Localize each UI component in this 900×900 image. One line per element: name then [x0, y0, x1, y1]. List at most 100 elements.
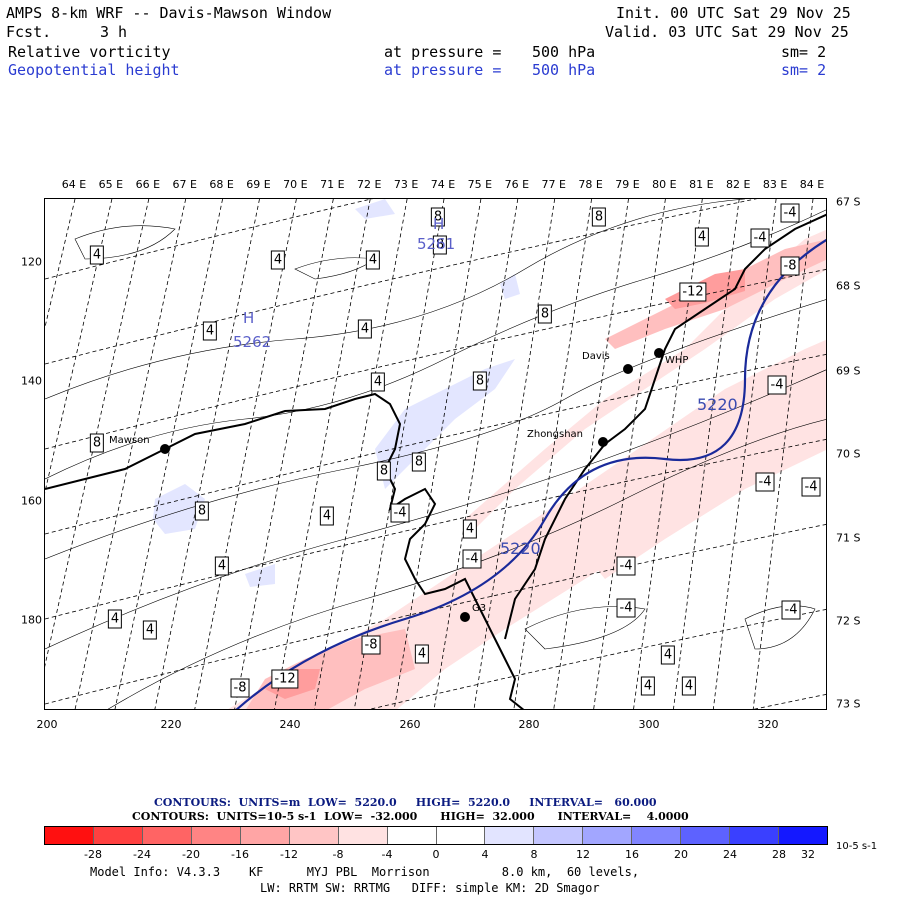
- lon-label: 74 E: [430, 178, 456, 191]
- contour-label: 8: [432, 235, 448, 255]
- station-label-davis: Davis: [582, 351, 610, 362]
- colorbar-swatch: [534, 827, 584, 844]
- coastline-east: [504, 213, 826, 640]
- forecast-hour: 3 h: [100, 23, 128, 41]
- lat-label: 69 S: [836, 364, 861, 378]
- lon-label: 80 E: [652, 178, 677, 191]
- x-axis-label: 280: [518, 718, 540, 731]
- colorbar-tick: 0: [432, 848, 440, 861]
- model-info-line-2: LW: RRTM SW: RRTMG DIFF: simple KM: 2D S…: [260, 881, 600, 895]
- lon-label: 78 E: [578, 178, 603, 191]
- contour-label: -4: [616, 598, 636, 618]
- lon-label: 66 E: [135, 178, 161, 191]
- pressure-value-2: 500 hPa: [532, 61, 596, 79]
- height-label-2: 5220: [500, 539, 541, 558]
- colorbar-tick: 8: [530, 848, 538, 861]
- station-label-mawson: Mawson: [109, 435, 150, 446]
- x-axis-label: 200: [36, 718, 58, 731]
- contour-label: 4: [694, 227, 710, 247]
- contours-info-vorticity: CONTOURS: UNITS=10-5 s-1 LOW= -32.000 HI…: [132, 810, 689, 823]
- lat-label: 72 S: [836, 614, 861, 628]
- contour-label: -8: [361, 635, 381, 655]
- contour-label: 4: [640, 676, 656, 696]
- colorbar: [44, 826, 828, 845]
- parallel-line: [369, 608, 826, 709]
- map-panel: 4 4 4 4 4 4 4 4 4 4 4 4 4 4 4 4 8 8 8 8 8 8 8 8 8 -4 -4 -4 -4 -4 -4 -4-…: [44, 198, 827, 710]
- contour-label: -4: [390, 503, 410, 523]
- lon-label: 71 E: [320, 178, 345, 191]
- contour-label: 8: [472, 371, 488, 391]
- high-pressure-2-value: 5261: [417, 235, 456, 253]
- parallel-line: [45, 199, 758, 365]
- meridian-line: [45, 199, 113, 494]
- meridian-line: [194, 199, 297, 709]
- parallel-line: [45, 353, 826, 535]
- lon-label: 77 E: [541, 178, 566, 191]
- station-marker-davis: [623, 364, 633, 374]
- high-pressure-1: H: [243, 309, 255, 327]
- station-marker-zhongshan: [598, 437, 608, 447]
- contour-label: 4: [681, 676, 697, 696]
- lon-label: 83 E: [762, 178, 788, 191]
- contour-label: -4: [462, 549, 482, 569]
- contour-label: 4: [107, 609, 123, 629]
- lon-label: 65 E: [98, 178, 124, 191]
- contour-label: 4: [214, 556, 230, 576]
- height-label-1: 5220: [697, 395, 738, 414]
- high-pressure-1-value: 5262: [233, 333, 272, 351]
- map-canvas: [45, 199, 826, 709]
- lon-label: 76 E: [504, 178, 530, 191]
- colorbar-tick: -8: [332, 848, 344, 861]
- meridian-line: [553, 199, 629, 709]
- lon-label: 68 E: [209, 178, 234, 191]
- positive-vorticity-2: [153, 484, 205, 534]
- forecast-label: Fcst.: [6, 23, 52, 41]
- contour-label: -4: [780, 203, 800, 223]
- meridian-line: [114, 199, 223, 709]
- contour-label: 4: [462, 519, 478, 539]
- parallel-line: [45, 199, 373, 280]
- colorbar-tick: -16: [231, 848, 249, 861]
- colorbar-swatch: [191, 827, 241, 844]
- colorbar-tick: 16: [625, 848, 639, 861]
- model-info-line-1: Model Info: V4.3.3 KF MYJ PBL Morrison 8…: [90, 865, 640, 879]
- lon-label: 73 E: [393, 178, 419, 191]
- meridian-line: [314, 199, 408, 709]
- contour-label: 4: [414, 644, 430, 664]
- lat-label: 70 S: [836, 447, 861, 461]
- contour-label: 4: [660, 645, 676, 665]
- colorbar-tick: -28: [84, 848, 102, 861]
- y-axis-label: 160: [21, 494, 42, 508]
- colorbar-swatch: [338, 827, 388, 844]
- lon-label: 64 E: [61, 178, 87, 191]
- parallel-line: [45, 438, 826, 620]
- colorbar-tick: 20: [674, 848, 688, 861]
- meridian-line: [593, 199, 666, 709]
- contour-label: 4: [370, 372, 386, 392]
- contour-label: -4: [755, 472, 775, 492]
- contour-label: 4: [319, 506, 335, 526]
- positive-vorticity-3: [355, 199, 395, 219]
- meridian-line: [274, 199, 371, 709]
- meridian-line: [473, 199, 556, 709]
- meridian-line: [234, 199, 334, 709]
- colorbar-swatch: [240, 827, 290, 844]
- lon-label: 72 E: [356, 178, 382, 191]
- colorbar-tick: 12: [576, 848, 590, 861]
- smoothing-1: sm= 2: [781, 43, 827, 61]
- colorbar-tick: -20: [182, 848, 200, 861]
- colorbar-swatch: [142, 827, 192, 844]
- contour-label: -4: [616, 556, 636, 576]
- pressure-value-1: 500 hPa: [532, 43, 596, 61]
- contour-label: 8: [430, 207, 446, 227]
- contour-label: 8: [89, 433, 105, 453]
- contour-label: -12: [271, 669, 299, 689]
- y-axis-label: 180: [21, 613, 42, 627]
- meridian-line: [393, 199, 482, 709]
- contour-label: -4: [750, 228, 770, 248]
- meridian-line: [45, 199, 76, 329]
- contour-label: -8: [230, 678, 250, 698]
- colorbar-swatch: [436, 827, 486, 844]
- contour-label: 4: [357, 319, 373, 339]
- contour-label: 4: [365, 250, 381, 270]
